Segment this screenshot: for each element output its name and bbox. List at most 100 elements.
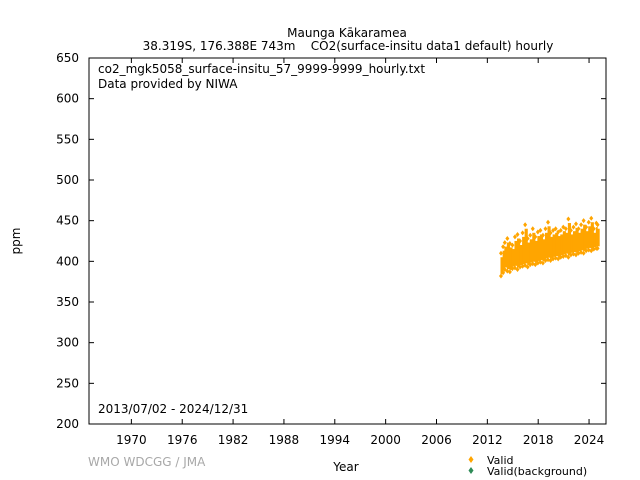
x-tick-label: 1976 xyxy=(167,433,198,447)
data-point xyxy=(590,222,594,249)
data-point xyxy=(591,226,596,232)
y-tick-label: 400 xyxy=(56,254,79,268)
data-point xyxy=(511,249,516,267)
data-point xyxy=(555,232,559,257)
data-point xyxy=(558,227,563,233)
data-point xyxy=(578,232,582,252)
data-point xyxy=(533,234,538,240)
data-point xyxy=(530,226,535,232)
y-tick-label: 300 xyxy=(56,336,79,350)
x-tick-label: 2012 xyxy=(472,433,503,447)
data-point xyxy=(552,234,556,257)
data-point xyxy=(509,247,513,270)
data-point xyxy=(520,230,525,236)
data-point xyxy=(570,234,574,253)
x-tick-label: 1982 xyxy=(218,433,249,447)
data-point xyxy=(510,242,515,248)
data-point xyxy=(580,228,584,251)
data-point xyxy=(589,215,594,221)
data-point xyxy=(522,236,526,265)
x-axis: 1970 1976 1982 1988 1994 2000 2006 2012 2018 2024 xyxy=(116,58,604,447)
data-point xyxy=(581,218,586,224)
data-point xyxy=(568,227,573,233)
data-point xyxy=(571,224,576,230)
data-point xyxy=(525,264,530,270)
data-point xyxy=(540,260,545,266)
data-point xyxy=(576,226,581,232)
data-point xyxy=(597,228,600,247)
data-point xyxy=(515,231,520,237)
x-tick-label: 1988 xyxy=(269,433,300,447)
data-point xyxy=(501,244,506,250)
legend-marker-valid xyxy=(468,456,474,463)
data-point xyxy=(563,226,568,232)
data-point xyxy=(527,242,531,266)
data-point xyxy=(572,231,577,253)
data-point xyxy=(566,254,571,260)
legend-marker-background xyxy=(468,467,474,474)
chart-title: Maunga Kākaramea xyxy=(287,26,407,40)
data-point xyxy=(588,226,592,248)
data-point xyxy=(529,239,533,263)
plot-frame xyxy=(88,57,607,425)
data-point xyxy=(575,227,579,253)
data-point xyxy=(567,223,572,256)
y-tick-label: 500 xyxy=(56,173,79,187)
data-point xyxy=(498,273,503,279)
data-point xyxy=(540,232,545,238)
data-point xyxy=(573,221,578,227)
y-axis-label: ppm xyxy=(9,228,23,255)
data-point xyxy=(586,219,591,225)
data-point xyxy=(505,236,510,242)
legend-label-background: Valid(background) xyxy=(487,465,587,478)
data-point xyxy=(584,224,589,230)
data-point xyxy=(502,250,505,271)
y-tick-label: 550 xyxy=(56,132,79,146)
points-layer xyxy=(498,215,600,279)
data-point xyxy=(517,238,521,268)
data-point xyxy=(515,266,520,272)
data-point xyxy=(560,234,564,256)
data-point xyxy=(548,230,553,236)
data-point xyxy=(562,231,566,255)
data-point xyxy=(506,242,510,270)
legend: Valid Valid(background) xyxy=(468,454,587,478)
data-point xyxy=(539,234,544,261)
data-point xyxy=(502,240,507,246)
credit-label: WMO WDCGG / JMA xyxy=(88,455,206,469)
data-point xyxy=(519,245,523,266)
legend-label-valid: Valid xyxy=(487,454,514,467)
data-point xyxy=(544,232,549,259)
y-tick-label: 350 xyxy=(56,295,79,309)
data-point xyxy=(512,234,517,240)
data-point xyxy=(507,269,512,275)
data-point xyxy=(579,222,584,228)
y-tick-label: 200 xyxy=(56,417,79,431)
data-point xyxy=(557,236,561,257)
data-point xyxy=(514,240,518,266)
data-point xyxy=(518,238,523,244)
data-point xyxy=(524,228,528,264)
data-point xyxy=(585,231,589,249)
data-point xyxy=(595,222,600,228)
period-label: 2013/07/02 - 2024/12/31 xyxy=(98,402,248,416)
data-point xyxy=(566,216,571,222)
data-point xyxy=(547,226,551,258)
data-point xyxy=(542,239,546,261)
data-point xyxy=(563,253,568,259)
x-tick-label: 2006 xyxy=(421,433,452,447)
data-point xyxy=(525,236,530,242)
y-axis: 200 250 300 350 400 450 500 550 600 650 xyxy=(56,51,606,431)
x-tick-label: 2018 xyxy=(523,433,554,447)
data-point xyxy=(501,270,506,276)
data-point xyxy=(546,219,551,225)
data-point xyxy=(532,232,536,262)
data-point xyxy=(581,250,586,256)
x-tick-label: 2024 xyxy=(574,433,605,447)
y-tick-label: 600 xyxy=(56,92,79,106)
data-point xyxy=(593,232,597,248)
data-point xyxy=(500,257,504,274)
data-point xyxy=(537,236,541,261)
provider-label: Data provided by NIWA xyxy=(98,77,238,91)
